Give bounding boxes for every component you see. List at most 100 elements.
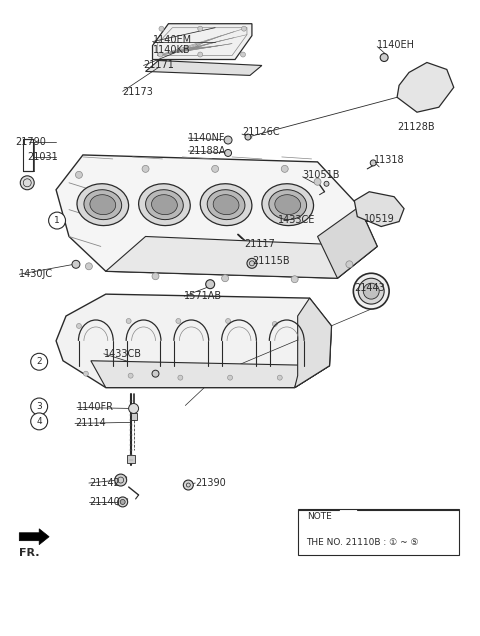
- Text: 21188A: 21188A: [188, 146, 226, 156]
- Polygon shape: [127, 455, 134, 463]
- Polygon shape: [145, 60, 262, 76]
- Circle shape: [226, 319, 230, 324]
- Circle shape: [183, 480, 193, 490]
- Text: 21117: 21117: [244, 239, 275, 249]
- Polygon shape: [354, 191, 404, 226]
- Text: 21128B: 21128B: [397, 122, 435, 132]
- Circle shape: [128, 373, 133, 378]
- Circle shape: [241, 26, 246, 31]
- Text: 11318: 11318: [374, 155, 405, 165]
- Text: NOTE: NOTE: [308, 513, 332, 522]
- Circle shape: [158, 52, 163, 57]
- Text: 1140FR: 1140FR: [77, 403, 114, 413]
- Text: 21171: 21171: [144, 60, 174, 71]
- Circle shape: [281, 165, 288, 172]
- Circle shape: [370, 160, 376, 166]
- Circle shape: [225, 149, 231, 156]
- Circle shape: [247, 258, 257, 268]
- Circle shape: [198, 52, 203, 57]
- Circle shape: [159, 26, 164, 31]
- Circle shape: [129, 403, 139, 413]
- Text: 21173: 21173: [123, 87, 154, 97]
- Text: FR.: FR.: [19, 548, 40, 558]
- Polygon shape: [295, 326, 332, 387]
- Circle shape: [380, 53, 388, 62]
- Text: 21140: 21140: [89, 497, 120, 507]
- Text: 21443: 21443: [354, 283, 385, 293]
- Circle shape: [115, 474, 127, 486]
- Circle shape: [20, 176, 34, 190]
- Circle shape: [76, 324, 82, 328]
- Text: 21126C: 21126C: [242, 127, 280, 137]
- Circle shape: [363, 283, 379, 299]
- Text: 1140NF: 1140NF: [188, 133, 226, 143]
- Ellipse shape: [145, 190, 183, 219]
- Ellipse shape: [207, 190, 245, 219]
- Circle shape: [75, 171, 83, 178]
- Circle shape: [287, 205, 293, 212]
- Circle shape: [176, 319, 181, 324]
- Text: 1430JC: 1430JC: [19, 269, 53, 279]
- Circle shape: [206, 280, 215, 289]
- Circle shape: [142, 165, 149, 172]
- Polygon shape: [56, 155, 377, 278]
- Circle shape: [277, 375, 282, 380]
- Text: 1140KB: 1140KB: [153, 45, 190, 55]
- Text: 2: 2: [36, 357, 42, 366]
- Text: 10519: 10519: [364, 214, 395, 224]
- Text: 21390: 21390: [195, 478, 226, 488]
- Text: 1140EM: 1140EM: [153, 34, 192, 45]
- Polygon shape: [131, 413, 137, 420]
- Circle shape: [31, 353, 48, 370]
- Circle shape: [178, 375, 183, 380]
- Polygon shape: [318, 207, 377, 278]
- Circle shape: [48, 212, 65, 229]
- Text: 1433CE: 1433CE: [278, 214, 315, 225]
- Text: 21115B: 21115B: [252, 256, 289, 266]
- Ellipse shape: [269, 190, 307, 219]
- Ellipse shape: [213, 195, 239, 214]
- Circle shape: [358, 278, 384, 304]
- Text: 21790: 21790: [15, 137, 46, 147]
- Circle shape: [84, 371, 88, 376]
- Text: THE NO. 21110B : ① ~ ⑤: THE NO. 21110B : ① ~ ⑤: [306, 538, 418, 547]
- Text: 1433CB: 1433CB: [104, 349, 142, 359]
- Ellipse shape: [200, 184, 252, 226]
- Polygon shape: [397, 62, 454, 112]
- Circle shape: [152, 370, 159, 377]
- Polygon shape: [295, 298, 332, 387]
- Circle shape: [224, 136, 232, 144]
- Ellipse shape: [139, 184, 190, 226]
- Text: 21031: 21031: [27, 152, 58, 162]
- Ellipse shape: [84, 190, 121, 219]
- Text: 1571AB: 1571AB: [184, 291, 222, 301]
- Polygon shape: [56, 294, 332, 387]
- Circle shape: [314, 178, 321, 185]
- Polygon shape: [106, 237, 377, 278]
- Polygon shape: [19, 529, 49, 544]
- Ellipse shape: [152, 195, 177, 214]
- Circle shape: [212, 165, 218, 172]
- Text: 1140EH: 1140EH: [377, 39, 415, 50]
- Circle shape: [245, 134, 251, 140]
- Circle shape: [31, 413, 48, 430]
- Circle shape: [272, 321, 277, 326]
- Ellipse shape: [262, 184, 313, 226]
- Circle shape: [152, 273, 159, 280]
- Text: 31051B: 31051B: [302, 170, 340, 180]
- Circle shape: [346, 261, 353, 268]
- Circle shape: [31, 398, 48, 415]
- Polygon shape: [298, 509, 459, 555]
- Polygon shape: [91, 361, 329, 387]
- Circle shape: [72, 260, 80, 268]
- Circle shape: [120, 499, 125, 504]
- Polygon shape: [153, 24, 252, 60]
- Circle shape: [126, 319, 131, 324]
- Circle shape: [291, 276, 298, 283]
- Circle shape: [353, 273, 389, 309]
- Text: 21114: 21114: [75, 418, 106, 429]
- Text: 3: 3: [36, 402, 42, 411]
- Circle shape: [228, 375, 232, 380]
- Circle shape: [324, 181, 329, 186]
- Circle shape: [222, 275, 228, 282]
